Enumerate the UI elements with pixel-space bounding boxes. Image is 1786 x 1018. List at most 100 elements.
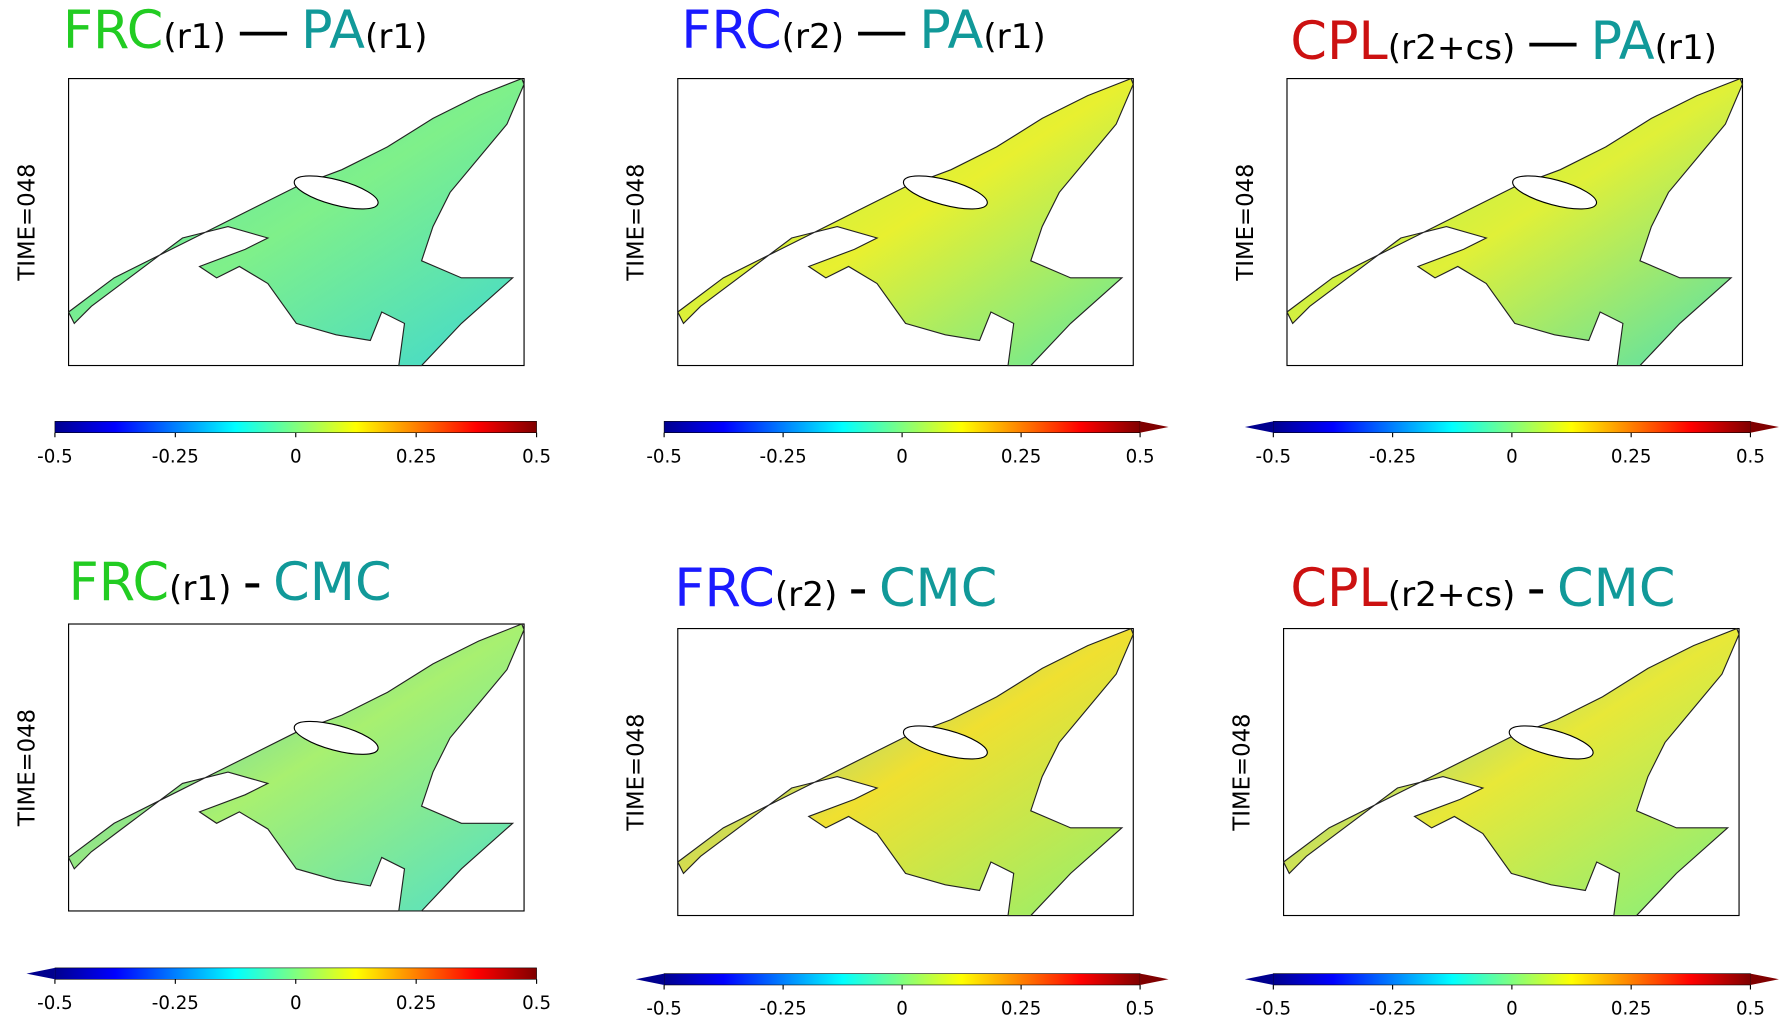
time-label: TIME=048 xyxy=(624,163,650,281)
time-label: TIME=048 xyxy=(14,163,40,281)
title-subscript: (r1) xyxy=(1655,28,1717,68)
title-subscript: (r2) xyxy=(775,575,837,615)
colorbar xyxy=(54,967,537,980)
panel-title: FRC(r1) - CMC xyxy=(69,552,392,613)
time-label: TIME=048 xyxy=(624,713,650,831)
colorbar-tick-label: -0.5 xyxy=(1256,446,1292,467)
sea-area xyxy=(677,77,1134,367)
colorbar-tick-label: -0.25 xyxy=(760,999,807,1018)
title-part: CPL xyxy=(1290,558,1387,619)
panel: CPL(r2+cs) - CMC TIME=048 -0.5 -0.25 0 0.25 0.5 xyxy=(1229,558,1779,1018)
island xyxy=(293,175,379,210)
colorbar-tick-label: 0.5 xyxy=(522,446,551,467)
colorbar-extend-max xyxy=(1140,421,1169,433)
colorbar-extend-min xyxy=(635,973,665,985)
colorbar xyxy=(54,421,537,433)
title-part: FRC xyxy=(674,558,774,619)
panel-title: CPL(r2+cs) - CMC xyxy=(1290,558,1675,619)
island xyxy=(1512,175,1598,210)
title-part: CMC xyxy=(273,552,391,613)
colorbar-tick-label: -0.25 xyxy=(152,446,199,467)
colorbar-tick-label: -0.5 xyxy=(646,999,682,1018)
sea-area xyxy=(677,627,1134,917)
colorbar-extend-max xyxy=(1750,973,1779,985)
colorbar-tick-label: 0 xyxy=(896,446,908,467)
panel-title: CPL(r2+cs) — PA(r1) xyxy=(1290,11,1717,72)
colorbar-extend-max xyxy=(1750,421,1779,433)
colorbar-tick-label: 0.25 xyxy=(1001,446,1042,467)
colorbar-tick-label: 0 xyxy=(290,446,302,467)
panel-title: FRC(r1) — PA(r1) xyxy=(63,0,428,61)
colorbar-extend-min xyxy=(26,967,55,980)
colorbar-tick-label: -0.5 xyxy=(37,446,73,467)
colorbar xyxy=(1273,973,1751,986)
colorbar-tick-label: 0.5 xyxy=(1736,446,1765,467)
panel-title: FRC(r2) — PA(r1) xyxy=(681,0,1046,61)
title-part: FRC xyxy=(681,0,781,61)
colorbar-tick-label: 0.25 xyxy=(1001,999,1042,1018)
colorbar-tick-label: -0.25 xyxy=(760,446,807,467)
colorbar-tick-label: 0.25 xyxy=(1611,446,1652,467)
title-subscript: (r1) xyxy=(169,569,231,609)
colorbar-extend-min xyxy=(1244,973,1274,985)
time-label: TIME=048 xyxy=(14,709,40,827)
title-part: PA xyxy=(1591,11,1655,72)
island xyxy=(902,725,988,760)
title-part: FRC xyxy=(63,0,163,61)
title-subscript: (r2+cs) xyxy=(1388,28,1516,68)
title-subscript: (r2+cs) xyxy=(1388,575,1516,615)
colorbar-tick-label: 0.5 xyxy=(1126,446,1155,467)
sea-area xyxy=(67,623,525,912)
island xyxy=(1508,725,1594,760)
title-subscript: (r1) xyxy=(365,17,427,57)
time-label: TIME=048 xyxy=(1229,713,1255,831)
colorbar-tick-label: 0.25 xyxy=(396,993,437,1014)
colorbar-tick-label: 0 xyxy=(1506,999,1518,1018)
colorbar-tick-label: 0.25 xyxy=(396,446,437,467)
title-part: - xyxy=(243,552,262,613)
time-label: TIME=048 xyxy=(1233,163,1259,281)
colorbar-tick-label: 0.25 xyxy=(1611,999,1652,1018)
panel: FRC(r1) — PA(r1)TIME=048-0.5 -0.25 0 0.25 0.5 xyxy=(14,0,551,467)
panel-title: FRC(r2) - CMC xyxy=(674,558,997,619)
colorbar-extend-max xyxy=(1140,973,1169,985)
colorbar xyxy=(663,973,1141,986)
panel: FRC(r2) - CMC TIME=048 -0.5 -0.25 0 0.25 0.5 xyxy=(624,558,1169,1018)
colorbar-tick-label: -0.5 xyxy=(1256,999,1292,1018)
island xyxy=(293,720,379,755)
colorbar-tick-label: 0 xyxy=(896,999,908,1018)
title-part: - xyxy=(1527,558,1546,619)
panel: CPL(r2+cs) — PA(r1) TIME=048 -0.5 -0.25 0 0.25 0… xyxy=(1233,11,1779,467)
colorbar-extend-min xyxy=(1244,421,1274,433)
title-part: CMC xyxy=(879,558,997,619)
colorbar xyxy=(1273,421,1751,433)
island xyxy=(902,175,988,210)
title-part: — xyxy=(856,0,908,61)
title-subscript: (r2) xyxy=(782,17,844,57)
title-part: CMC xyxy=(1557,558,1675,619)
colorbar-tick-label: -0.25 xyxy=(1369,999,1416,1018)
colorbar-tick-label: 0 xyxy=(1506,446,1518,467)
title-part: PA xyxy=(919,0,983,61)
title-part: CPL xyxy=(1290,11,1387,72)
colorbar-tick-label: -0.25 xyxy=(152,993,199,1014)
colorbar-tick-label: -0.25 xyxy=(1369,446,1416,467)
colorbar-tick-label: 0.5 xyxy=(1126,999,1155,1018)
panel: FRC(r2) — PA(r1) TIME=048 -0.5 -0.25 0 0.25 0.5 xyxy=(624,0,1169,467)
title-part: - xyxy=(849,558,868,619)
panel: FRC(r1) - CMC TIME=048 -0.5 -0.25 0 0.25 0.5 xyxy=(14,552,551,1014)
colorbar-tick-label: 0 xyxy=(290,993,302,1014)
title-part: — xyxy=(1527,11,1579,72)
title-part: PA xyxy=(301,0,365,61)
sea-area xyxy=(1282,627,1740,917)
colorbar-tick-label: 0.5 xyxy=(1736,999,1765,1018)
title-subscript: (r1) xyxy=(983,17,1045,57)
colorbar-tick-label: 0.5 xyxy=(522,993,551,1014)
title-part: FRC xyxy=(69,552,169,613)
sea-area xyxy=(67,77,525,367)
title-part: — xyxy=(237,0,289,61)
sea-area xyxy=(1286,77,1744,367)
colorbar-tick-label: -0.5 xyxy=(37,993,73,1014)
